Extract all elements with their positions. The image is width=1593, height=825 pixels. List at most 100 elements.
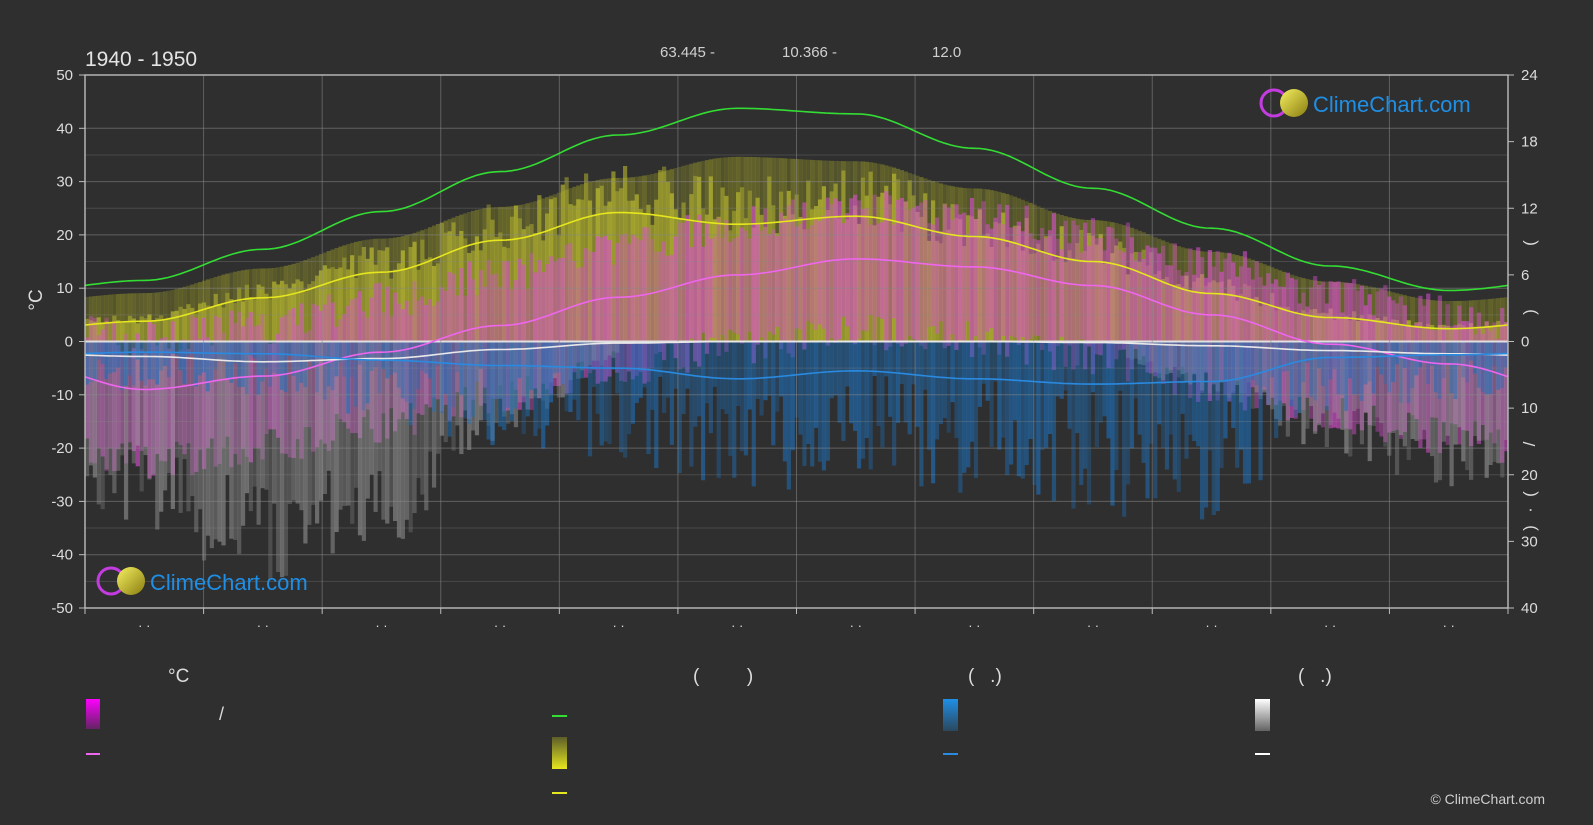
snow-band	[217, 341, 222, 542]
sunshine-band	[681, 202, 686, 342]
snow-band	[1472, 341, 1478, 437]
temperature-range-band	[1102, 250, 1107, 344]
sunshine-band	[139, 316, 144, 342]
daylight-band	[1391, 292, 1396, 342]
daylight-band	[455, 216, 460, 342]
daylight-band	[541, 198, 546, 342]
precipitation-band	[872, 341, 877, 376]
temperature-range-band	[545, 264, 550, 390]
precipitation-band	[552, 341, 558, 374]
temperature-range-band	[1129, 237, 1135, 370]
snow-band	[556, 341, 561, 398]
sunshine-band	[927, 240, 932, 342]
daylight-band	[439, 222, 444, 342]
temperature-range-band	[662, 241, 667, 361]
precipitation-band	[225, 341, 230, 379]
precipitation-band	[1083, 341, 1088, 469]
precipitation-band	[626, 341, 632, 435]
sunshine-band	[373, 264, 378, 342]
temperature-range-band	[736, 236, 741, 335]
sunshine-band	[1044, 236, 1049, 342]
sunshine-band	[1215, 282, 1220, 342]
precipitation-band	[911, 341, 916, 385]
precipitation-band	[969, 341, 975, 442]
daylight-band	[778, 158, 784, 342]
daylight-band	[100, 295, 105, 342]
precipitation-band	[291, 341, 296, 377]
daylight-band	[1394, 293, 1400, 342]
snow-band	[1379, 341, 1384, 423]
temperature-range-band	[911, 207, 916, 340]
snow-band	[1340, 341, 1345, 430]
temperature-range-band	[934, 217, 940, 334]
x-tick-label: · ·	[375, 618, 387, 633]
temperature-range-band	[623, 233, 628, 382]
sunshine-band	[135, 323, 140, 342]
temperature-range-band	[486, 260, 491, 414]
snow-band	[307, 341, 312, 525]
sunshine-band	[743, 218, 749, 342]
precipitation-band	[494, 341, 499, 399]
snow-band	[248, 341, 253, 512]
temperature-range-band	[790, 199, 795, 358]
precipitation-band	[1274, 341, 1279, 438]
snow-band	[1383, 341, 1388, 447]
precipitation-band	[1242, 341, 1248, 484]
y-right-top-tick-label: 0	[1521, 334, 1529, 351]
precipitation-band	[919, 341, 924, 487]
precipitation-band	[564, 341, 569, 412]
temperature-range-band	[771, 229, 776, 335]
snow-band	[420, 341, 425, 495]
daylight-band	[552, 194, 558, 342]
daylight-band	[463, 213, 468, 342]
daylight-band	[303, 260, 308, 342]
precipitation-band	[712, 341, 717, 387]
temperature-range-band	[615, 243, 620, 373]
temperature-range-band	[1063, 220, 1068, 367]
sunshine-band	[1028, 253, 1033, 342]
snow-band	[1465, 341, 1470, 471]
sunshine-band	[334, 269, 339, 342]
temperature-range-band	[739, 227, 745, 344]
precipitation-band	[778, 341, 784, 397]
precipitation-band	[1231, 341, 1236, 428]
temperature-range-band	[603, 236, 608, 382]
precipitation-band	[895, 341, 901, 423]
temperature-range-band	[424, 305, 429, 405]
temperature-range-band	[665, 255, 671, 344]
temperature-range-band	[104, 317, 109, 471]
daylight-band	[1309, 279, 1314, 342]
precipitation-band	[1305, 341, 1310, 363]
precipitation-band	[139, 341, 144, 381]
temperature-range-band	[814, 217, 819, 330]
daylight-band	[233, 271, 238, 342]
precipitation-band	[1106, 341, 1111, 439]
sunshine-band	[868, 171, 873, 342]
daylight-band	[529, 202, 534, 342]
daylight-band	[1211, 251, 1216, 342]
sunshine-band	[658, 170, 663, 342]
temperature-range-band	[389, 316, 394, 409]
daylight-band	[767, 157, 772, 342]
precipitation-band	[322, 341, 328, 400]
sunshine-band	[252, 299, 257, 342]
daylight-band	[771, 157, 776, 342]
sunshine-band	[568, 204, 573, 342]
snow-band	[205, 341, 211, 536]
precipitation-band	[459, 341, 464, 396]
sunshine-band	[814, 206, 819, 342]
precipitation-band	[817, 341, 823, 462]
daylight-band	[888, 166, 893, 342]
precipitation-band	[377, 341, 382, 394]
temperature-range-band	[1262, 285, 1267, 390]
sunshine-band	[1094, 244, 1099, 342]
series-line-sunshine	[84, 211, 1509, 330]
daylight-band	[1071, 218, 1076, 342]
daily-bands	[85, 156, 1509, 580]
sunshine-band	[1110, 253, 1115, 342]
snow-band	[260, 341, 265, 489]
precipitation-band	[287, 341, 292, 356]
precipitation-band	[396, 341, 402, 388]
temperature-range-band	[646, 227, 651, 382]
precipitation-band	[665, 341, 671, 398]
